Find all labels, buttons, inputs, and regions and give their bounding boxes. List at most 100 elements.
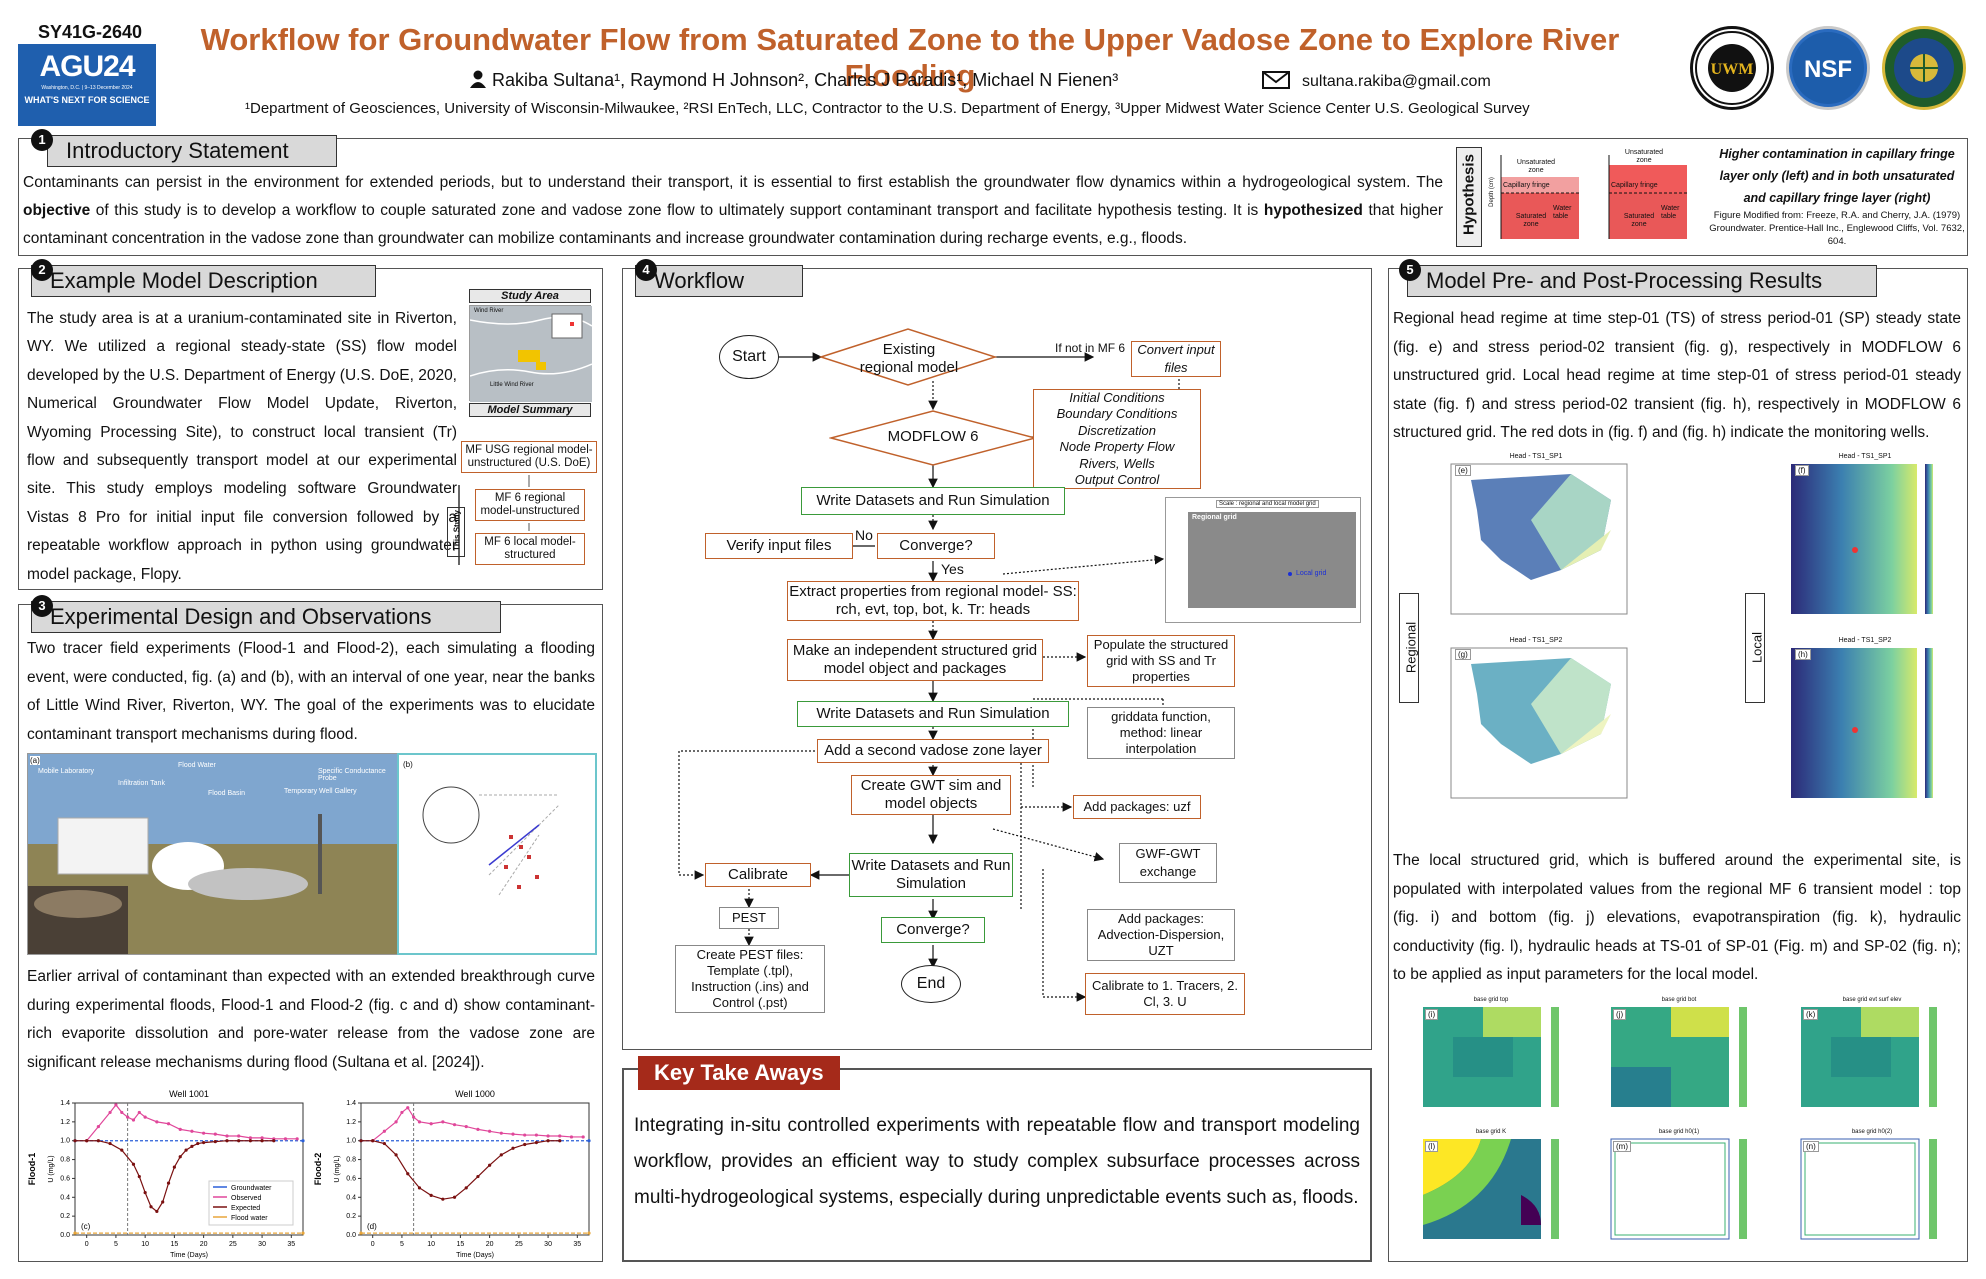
data-point bbox=[523, 1133, 527, 1137]
fig-j-letter: (j) bbox=[1613, 1009, 1627, 1020]
section-number: 1 bbox=[31, 129, 53, 151]
wf-input-oc: Output Control bbox=[1074, 472, 1160, 487]
wf-add-uzf: Add packages: uzf bbox=[1073, 795, 1201, 819]
unsat-label-left: Unsaturated zone bbox=[1516, 159, 1556, 174]
data-point bbox=[149, 1205, 153, 1209]
data-point bbox=[394, 1153, 398, 1157]
fig-j-title: base grid bot bbox=[1661, 997, 1697, 1003]
wf-input-dis: Discretization bbox=[1077, 422, 1157, 438]
fig-k-letter: (k) bbox=[1803, 1009, 1819, 1020]
data-point bbox=[237, 1139, 241, 1143]
wf-no-label: No bbox=[855, 527, 873, 543]
photo-label-flood-water: Flood Water bbox=[178, 762, 216, 769]
data-point bbox=[523, 1142, 527, 1147]
hypothesis-label-text: Hypothesis bbox=[1460, 154, 1478, 235]
unsat-label-right: Unsaturated zone bbox=[1624, 149, 1664, 164]
summary-item-local: MF 6 local model-structured bbox=[475, 533, 585, 565]
doe-seal-icon bbox=[1882, 26, 1966, 110]
experimental-text-2: Earlier arrival of contaminant than expe… bbox=[27, 968, 595, 1071]
fig-i: base grid top (i) bbox=[1401, 997, 1581, 1117]
legend-entry: Observed bbox=[231, 1195, 261, 1202]
data-point bbox=[73, 1231, 77, 1235]
wf-existing-text: Existing regional model bbox=[859, 341, 959, 376]
svg-text:(b): (b) bbox=[403, 760, 413, 769]
data-point bbox=[202, 1131, 206, 1135]
key-heading: Key Take Aways bbox=[638, 1056, 840, 1090]
fig-e: Head - TS1_SP1 (e) bbox=[1421, 453, 1651, 628]
wf-existing-diamond: Existing regional model bbox=[818, 327, 998, 387]
x-tick-label: 0 bbox=[371, 1241, 375, 1248]
agu-logo-text: AGU24 bbox=[39, 50, 135, 83]
y-tick-label: 0.6 bbox=[60, 1175, 70, 1182]
x-tick-label: 35 bbox=[287, 1241, 295, 1248]
fig-g: Head - TS1_SP2 (g) bbox=[1421, 637, 1651, 812]
fig-g-letter: (g) bbox=[1455, 649, 1471, 660]
data-point bbox=[108, 1141, 112, 1146]
wf-extract: Extract properties from regional model- … bbox=[787, 581, 1079, 621]
photo-label-mobile-lab: Mobile Laboratory bbox=[38, 768, 95, 775]
wf-converge-2: Converge? bbox=[881, 917, 985, 943]
chart-well-1000: Well 1000 0 5 10 15 20 25 30 35 0.0 0.2 0.4 0.6 0.8 1.… bbox=[313, 1089, 591, 1259]
data-point bbox=[196, 1141, 200, 1146]
sat-label-right: Saturated zone bbox=[1623, 213, 1655, 228]
fig-h-title: Head - TS1_SP2 bbox=[1838, 637, 1892, 644]
wf-modflow-text: MODFLOW 6 bbox=[887, 428, 979, 445]
author-list: Rakiba Sultana¹, Raymond H Johnson², Cha… bbox=[492, 70, 1119, 90]
wf-end: End bbox=[901, 965, 961, 1003]
data-point bbox=[452, 1195, 457, 1199]
model-desc-section: Example Model Description 2 The study ar… bbox=[18, 259, 603, 590]
data-point bbox=[96, 1139, 100, 1143]
data-point bbox=[587, 1231, 591, 1235]
x-tick-label: 20 bbox=[486, 1241, 494, 1248]
data-point bbox=[546, 1139, 550, 1143]
affiliations: ¹Department of Geosciences, University o… bbox=[245, 100, 1530, 117]
data-point bbox=[73, 1139, 77, 1143]
email[interactable]: sultana.rakiba@gmail.com bbox=[1262, 68, 1491, 91]
map-label-little-wind: Little Wind River bbox=[490, 382, 534, 388]
data-point bbox=[406, 1172, 410, 1176]
data-point bbox=[120, 1148, 124, 1152]
x-tick-label: 35 bbox=[573, 1241, 581, 1248]
model-desc-text: The study area is at a uranium-contamina… bbox=[27, 310, 457, 583]
fig-e-title: Head - TS1_SP1 bbox=[1509, 453, 1563, 460]
data-point bbox=[511, 1132, 515, 1136]
experimental-text-1: Two tracer field experiments (Flood-1 an… bbox=[27, 640, 595, 743]
x-tick-label: 5 bbox=[400, 1241, 404, 1248]
x-tick-label: 15 bbox=[170, 1241, 178, 1248]
section-number: 5 bbox=[1399, 259, 1421, 281]
this-study-label: This Study bbox=[447, 507, 465, 557]
data-point bbox=[499, 1131, 503, 1135]
summary-arrows bbox=[458, 475, 530, 565]
intro-hypothesized: hypothesized bbox=[1263, 202, 1363, 219]
fig-f: Head - TS1_SP1 (f) bbox=[1767, 453, 1963, 628]
experimental-heading-text: Experimental Design and Observations bbox=[50, 604, 432, 629]
data-point bbox=[283, 1137, 288, 1141]
legend-entry: Groundwater bbox=[231, 1185, 272, 1192]
fig-h: Head - TS1_SP2 (h) bbox=[1767, 637, 1963, 812]
y-axis-label: U (mg/L) bbox=[334, 1155, 341, 1182]
plot-frame bbox=[360, 1102, 590, 1236]
data-point bbox=[464, 1124, 468, 1129]
data-point bbox=[441, 1197, 445, 1201]
photo-label-flood-basin: Flood Basin bbox=[208, 790, 245, 797]
study-area-label: Study Area bbox=[469, 289, 591, 303]
data-point bbox=[429, 1193, 433, 1197]
y-tick-label: 0.4 bbox=[60, 1194, 70, 1201]
wf-converge-1: Converge? bbox=[877, 533, 995, 559]
legend-entry: Flood water bbox=[231, 1215, 268, 1222]
wf-populate: Populate the structured grid with SS and… bbox=[1087, 635, 1235, 687]
fig-f-title: Head - TS1_SP1 bbox=[1838, 453, 1892, 460]
fig-f-letter: (f) bbox=[1795, 465, 1809, 476]
fig-l: base grid K (l) bbox=[1401, 1129, 1581, 1249]
data-point bbox=[213, 1132, 217, 1136]
data-point bbox=[452, 1123, 457, 1127]
model-summary-label: Model Summary bbox=[469, 403, 591, 417]
results-heading: Model Pre- and Post-Processing Results bbox=[1407, 265, 1877, 297]
wf-calibrate: Calibrate bbox=[705, 863, 811, 887]
fig-l-letter: (l) bbox=[1425, 1141, 1439, 1152]
data-point bbox=[161, 1200, 165, 1204]
data-point bbox=[213, 1140, 217, 1144]
results-heading-text: Model Pre- and Post-Processing Results bbox=[1426, 268, 1823, 293]
fig-k-title: base grid evt surf elev bbox=[1842, 997, 1902, 1003]
agu-logo-sub: Washington, D.C. | 9–13 December 2024 bbox=[41, 85, 133, 91]
